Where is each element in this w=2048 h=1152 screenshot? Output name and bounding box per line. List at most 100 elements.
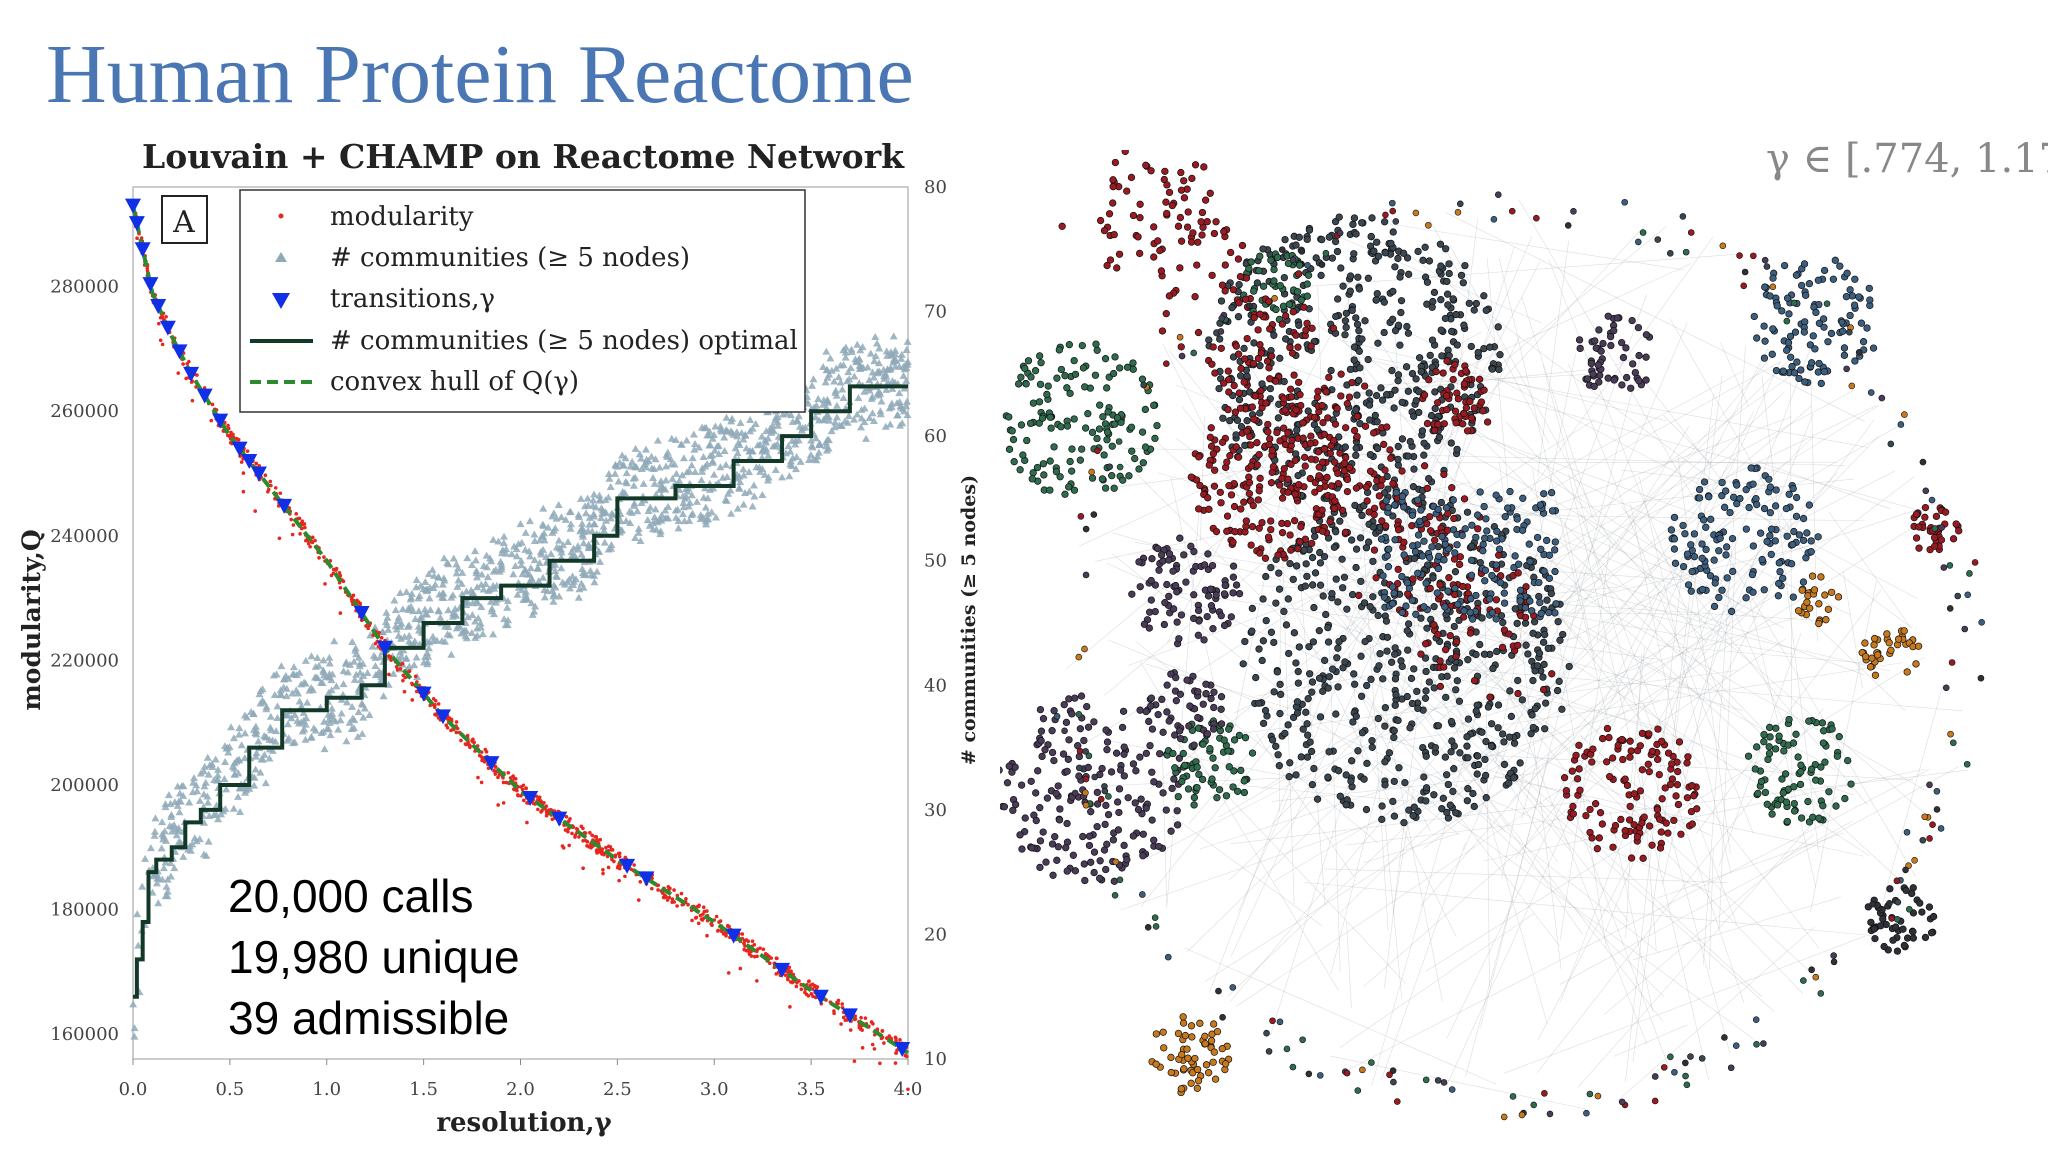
network-edge [1299,312,1741,606]
network-node [1648,747,1657,755]
network-edge [1112,532,1744,711]
community-count-point [566,520,575,528]
network-node [1463,508,1472,516]
network-node [1107,768,1116,776]
network-node [1342,323,1350,332]
community-count-point [350,675,359,683]
network-node [1155,566,1163,574]
network-node [1772,724,1780,732]
network-node [1829,275,1838,283]
community-count-point [875,344,884,352]
community-count-point [792,452,801,460]
network-node [1815,814,1823,822]
community-count-point [414,622,423,630]
community-count-point [701,503,710,511]
modularity-point [544,810,549,815]
community-count-point [320,717,329,725]
x-tick-label: 4.0 [894,1079,923,1100]
modularity-point [604,845,608,850]
modularity-point [853,1017,858,1021]
network-node [1544,644,1552,653]
community-count-point [566,524,575,532]
network-node [1240,344,1248,353]
network-node [1115,785,1124,793]
network-node [1099,413,1107,421]
network-edge [1810,358,1818,642]
community-count-point [689,430,698,438]
network-node [1300,546,1308,554]
community-count-point [826,354,835,362]
network-node [1505,779,1513,787]
network-node [1021,364,1029,373]
community-count-point [203,792,212,800]
network-edge [1716,572,1829,823]
network-node [1341,658,1349,666]
network-node [1626,737,1634,745]
network-node [1315,626,1323,635]
network-node [1795,531,1804,539]
community-count-point [769,442,778,450]
network-edge [1184,947,1496,1085]
network-node [1226,417,1234,425]
network-node [1797,281,1806,290]
network-node [1171,764,1179,772]
network-node [1016,831,1024,839]
network-node [1749,588,1757,596]
community-count-point [728,414,737,422]
network-edge [1383,318,1918,599]
network-node [1391,701,1399,709]
network-edge [1123,447,1845,466]
network-node [1084,763,1092,772]
network-node [1332,312,1340,321]
community-count-point [903,411,912,419]
network-node [1063,384,1071,392]
network-node [1330,543,1339,551]
network-node [1071,867,1080,875]
network-edge [1438,666,1963,712]
network-node [1794,753,1802,761]
network-node [1443,808,1451,817]
network-node [1022,380,1030,388]
modularity-point [496,803,500,807]
network-node [1342,771,1350,779]
network-node [1450,622,1458,631]
network-node [1181,761,1189,769]
network-node [1245,490,1254,498]
network-node [1056,473,1064,481]
network-node [1529,676,1537,685]
network-node [1146,741,1154,750]
network-node [1096,874,1104,882]
network-node [1270,265,1278,274]
network-node [1422,784,1431,792]
network-node [1148,555,1156,563]
network-node [1780,261,1789,270]
network-node [1282,621,1291,629]
community-count-point [889,332,898,340]
network-node [1111,353,1119,361]
community-count-point [758,464,767,472]
community-count-point [502,545,511,553]
network-node [1558,705,1566,713]
network-node [1179,749,1187,758]
modularity-point [187,359,191,364]
community-count-point [543,587,552,595]
network-node [1303,572,1311,581]
network-edge [1609,811,1654,1012]
network-node [1667,526,1676,534]
community-count-point [706,451,715,459]
network-node [1035,398,1044,406]
network-node [1815,319,1824,327]
network-node [1339,584,1347,592]
community-count-point [655,463,664,471]
network-node [1084,410,1092,418]
network-node [1063,767,1071,776]
network-node [1262,616,1270,625]
modularity-point [749,954,754,958]
community-count-point [728,428,737,436]
network-node [1460,321,1468,329]
network-node [1278,529,1287,537]
community-count-point [718,473,727,481]
community-count-point [428,565,437,573]
modularity-point [745,948,750,953]
community-count-point [415,591,424,599]
